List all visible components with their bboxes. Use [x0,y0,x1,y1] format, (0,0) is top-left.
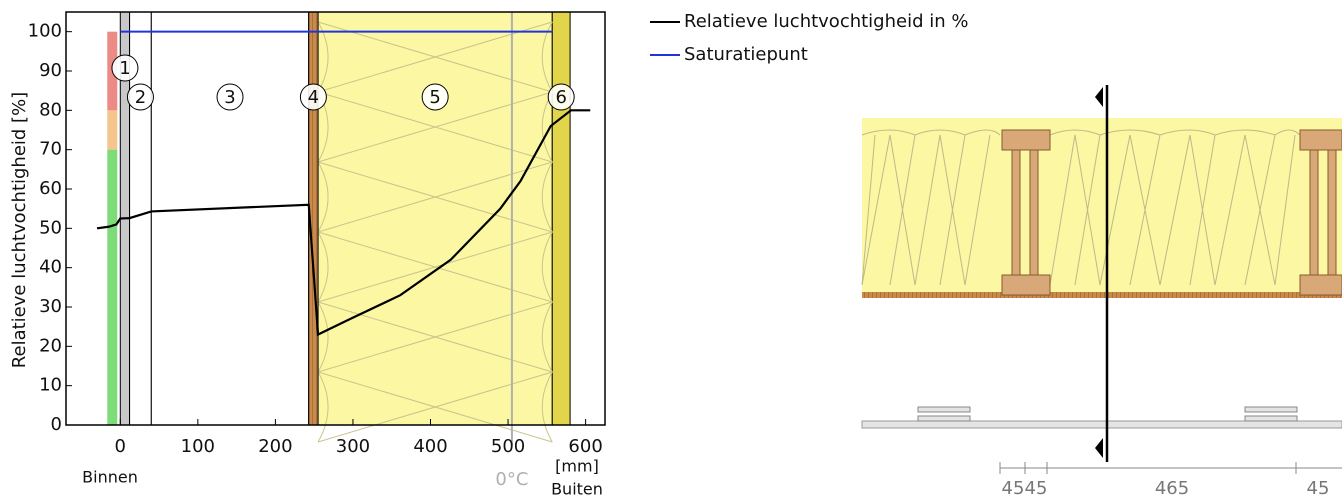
y-tick-label: 60 [39,178,62,199]
x-tick-label: 600 [568,436,602,457]
layer-label: 3 [224,87,235,108]
outside-label: Buiten [551,480,603,499]
y-tick-label: 50 [39,217,62,238]
layer-label: 1 [119,58,130,79]
layer [552,12,570,425]
chart: Relatieve luchtvochtigheid [%] Binnen [m… [0,0,1342,499]
layer-label: 5 [429,87,440,108]
y-tick-label: 70 [39,139,62,160]
insulation [862,118,1342,294]
legend-label: Saturatiepunt [684,44,808,65]
dimension-label: 45 [1025,478,1048,499]
brick-strip [862,292,1342,298]
x-tick-label: 500 [491,436,525,457]
layer [151,12,308,425]
x-tick-label: 300 [336,436,370,457]
x-tick-label: 200 [258,436,292,457]
y-tick-label: 100 [28,21,62,42]
y-tick-label: 0 [51,414,62,435]
y-tick-label: 20 [39,335,62,356]
risk-band [107,150,117,425]
layer-label: 2 [135,87,146,108]
legend-label: Relatieve luchtvochtigheid in % [684,11,968,32]
dimension-label: 465 [1155,478,1189,499]
x-tick-label: 400 [413,436,447,457]
x-tick-label: 0 [115,436,126,457]
layer-label: 4 [308,87,319,108]
y-tick-label: 40 [39,257,62,278]
layer-label: 6 [555,87,566,108]
x-tick-label: 100 [181,436,215,457]
y-axis-label: Relatieve luchtvochtigheid [%] [9,92,30,368]
dimension-label: 45 [1002,478,1025,499]
risk-band [107,110,117,149]
y-tick-label: 80 [39,99,62,120]
y-tick-label: 90 [39,60,62,81]
zero-degree-label: 0°C [495,469,528,490]
x-unit: [mm] [555,457,599,476]
dimension-label: 45 [1307,478,1330,499]
y-tick-label: 10 [39,375,62,396]
dimension-line [1000,462,1342,474]
wall-diagram: 45 45 465 45 [862,85,1342,499]
plate [862,421,1342,428]
page: {"chart_data": {"type": "line", "y_label… [0,0,1342,499]
layer [318,12,552,425]
inside-label: Binnen [82,468,138,487]
y-tick-label: 30 [39,296,62,317]
